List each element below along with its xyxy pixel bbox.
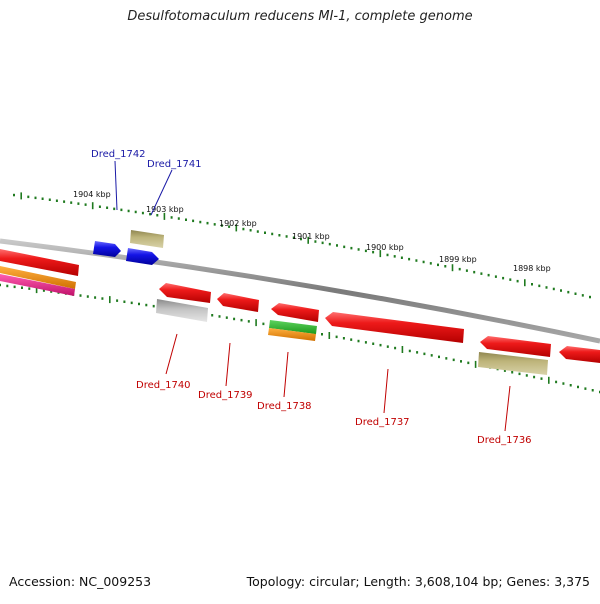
genome-title: Desulfotomaculum reducens MI-1, complete…: [127, 9, 473, 24]
scale-label-1900: 1900 kbp: [366, 243, 404, 252]
gene-dred-1738-orange[interactable]: [268, 328, 316, 341]
gene-left-red[interactable]: [0, 249, 79, 276]
accession-text: Accession: NC_009253: [9, 574, 152, 589]
gene-dred-1737-arrow[interactable]: [325, 312, 464, 343]
gene-dred-1739-arrow[interactable]: [217, 293, 259, 312]
gene-dred-1736-arrow[interactable]: [480, 336, 551, 357]
scale-track-top: [13, 192, 591, 299]
scale-label-1899: 1899 kbp: [439, 255, 477, 264]
scale-label-1901: 1901 kbp: [292, 232, 330, 241]
gene-olive-top[interactable]: [130, 230, 164, 248]
gene-right-edge-arrow[interactable]: [559, 346, 600, 363]
scale-label-1904: 1904 kbp: [73, 190, 111, 199]
leader-dred-1740: [165, 333, 178, 375]
leader-dred-1739: [225, 342, 231, 387]
gene-dred-1741-arrow[interactable]: [126, 248, 159, 265]
leader-dred-1742: [114, 160, 118, 211]
gene-dred-1740-gray[interactable]: [156, 299, 208, 322]
gene-label-dred-1740[interactable]: Dred_1740: [136, 380, 191, 391]
scale-label-1898: 1898 kbp: [513, 264, 551, 273]
gene-dred-1738-green[interactable]: [269, 320, 317, 334]
scale-label-1903: 1903 kbp: [146, 205, 184, 214]
genome-stats-text: Topology: circular; Length: 3,608,104 bp…: [246, 574, 590, 589]
gene-dred-1736-olive[interactable]: [478, 352, 548, 375]
leader-dred-1741: [150, 169, 173, 216]
gene-left-orange[interactable]: [0, 266, 76, 289]
scale-label-1902: 1902 kbp: [219, 219, 257, 228]
leader-dred-1736: [504, 385, 511, 432]
gene-label-dred-1741[interactable]: Dred_1741: [147, 159, 202, 170]
leader-dred-1737: [383, 368, 389, 414]
gene-label-dred-1739[interactable]: Dred_1739: [198, 390, 253, 401]
leader-dred-1738: [283, 351, 289, 398]
gene-label-dred-1736[interactable]: Dred_1736: [477, 435, 532, 446]
gene-dred-1742-arrow[interactable]: [93, 241, 121, 257]
gene-label-dred-1738[interactable]: Dred_1738: [257, 401, 312, 412]
genome-backbone: [0, 238, 600, 344]
gene-dred-1738-arrow[interactable]: [271, 303, 319, 322]
gene-left-magenta[interactable]: [0, 274, 75, 296]
gene-dred-1740-arrow[interactable]: [159, 283, 211, 303]
gene-label-dred-1737[interactable]: Dred_1737: [355, 417, 410, 428]
gene-label-dred-1742[interactable]: Dred_1742: [91, 149, 146, 160]
